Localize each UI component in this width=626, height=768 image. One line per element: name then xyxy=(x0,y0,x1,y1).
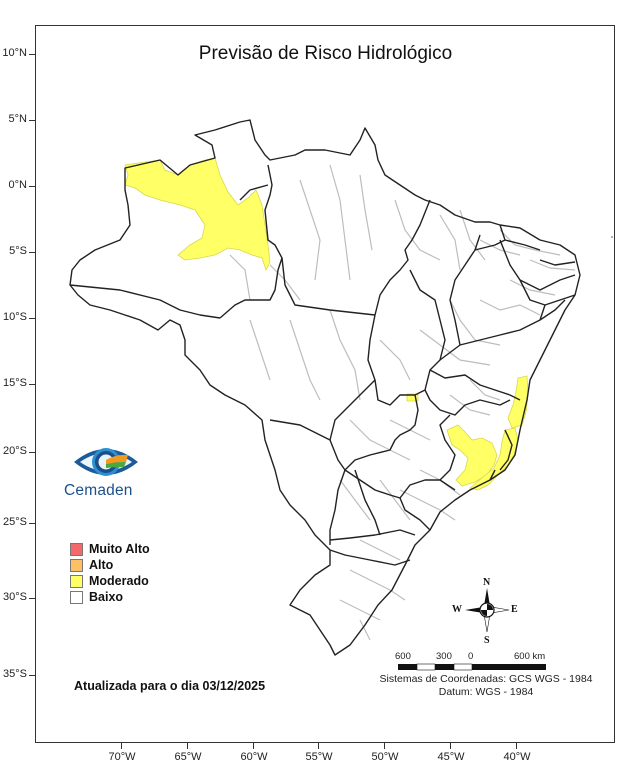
lat-tick xyxy=(29,318,35,320)
risk-area-amazonas xyxy=(124,157,271,272)
scale-label: 300 xyxy=(436,651,452,662)
lat-label: 25°S xyxy=(3,516,27,528)
lon-label: 65°W xyxy=(174,751,202,763)
scale-label: 600 xyxy=(395,651,411,662)
lon-label: 60°W xyxy=(240,751,268,763)
lat-label: 20°S xyxy=(3,445,27,457)
compass-rose xyxy=(465,588,510,633)
lat-label: 35°S xyxy=(3,668,27,680)
swatch-baixo xyxy=(70,590,83,604)
lat-label: 10°N xyxy=(2,47,27,59)
lon-tick xyxy=(516,743,518,749)
lon-tick xyxy=(384,743,386,749)
legend-label: Alto xyxy=(89,558,114,572)
swatch-moderado xyxy=(70,574,83,588)
scale-label: 600 km xyxy=(514,651,546,662)
lon-label: 70°W xyxy=(108,751,136,763)
lon-tick xyxy=(450,743,452,749)
legend-label: Muito Alto xyxy=(89,542,150,556)
coord-system-line: Sistemas de Coordenadas: GCS WGS - 1984 xyxy=(379,673,593,685)
legend-label: Baixo xyxy=(89,590,124,604)
lon-tick xyxy=(121,743,123,749)
swatch-alto xyxy=(70,558,83,572)
lat-tick xyxy=(29,54,35,56)
legend-item-muito-alto: Muito Alto xyxy=(70,541,150,557)
scale-label: 0 xyxy=(468,651,474,662)
updated-date: Atualizada para o dia 03/12/2025 xyxy=(74,679,266,693)
compass-e: E xyxy=(511,604,518,615)
lat-tick xyxy=(29,252,35,254)
compass-n: N xyxy=(483,577,491,588)
legend-label: Moderado xyxy=(89,574,149,588)
risk-moderado-areas xyxy=(124,157,529,491)
lon-tick xyxy=(187,743,189,749)
edge-dot xyxy=(611,236,613,238)
datum-line: Datum: WGS - 1984 xyxy=(438,685,534,698)
lat-label: 5°S xyxy=(9,245,27,257)
brazil-outline xyxy=(69,119,581,656)
legend-item-moderado: Moderado xyxy=(70,573,150,589)
map-frame xyxy=(35,25,615,743)
lat-label: 10°S xyxy=(3,311,27,323)
lon-label: 45°W xyxy=(437,751,465,763)
state-borders xyxy=(69,119,581,656)
logo-text: Cemaden xyxy=(64,482,133,499)
lat-tick xyxy=(29,452,35,454)
swatch-muito-alto xyxy=(70,542,83,556)
legend-item-alto: Alto xyxy=(70,557,150,573)
lat-label: 5°N xyxy=(8,113,27,125)
lon-tick xyxy=(318,743,320,749)
compass-w: W xyxy=(452,604,462,615)
lat-tick xyxy=(29,598,35,600)
lat-tick xyxy=(29,384,35,386)
risk-area-bahia-es-coast xyxy=(507,375,529,429)
lat-tick xyxy=(29,675,35,677)
lon-label: 50°W xyxy=(371,751,399,763)
lon-label: 40°W xyxy=(503,751,531,763)
compass-s: S xyxy=(484,635,490,646)
cemaden-eye-logo-icon xyxy=(74,448,138,476)
legend-item-baixo: Baixo xyxy=(70,589,150,605)
risk-legend: Muito Alto Alto Moderado Baixo xyxy=(70,541,150,605)
lat-label: 0°N xyxy=(8,179,27,191)
lat-tick xyxy=(29,120,35,122)
lat-label: 15°S xyxy=(3,377,27,389)
map-title: Previsão de Risco Hidrológico xyxy=(198,43,453,64)
scale-bar xyxy=(398,663,546,671)
coordinate-system-info: Sistemas de Coordenadas: GCS WGS - 1984 … xyxy=(370,673,602,698)
lon-tick xyxy=(253,743,255,749)
lat-label: 30°S xyxy=(3,591,27,603)
lon-label: 55°W xyxy=(305,751,333,763)
lat-tick xyxy=(29,523,35,525)
lat-tick xyxy=(29,186,35,188)
